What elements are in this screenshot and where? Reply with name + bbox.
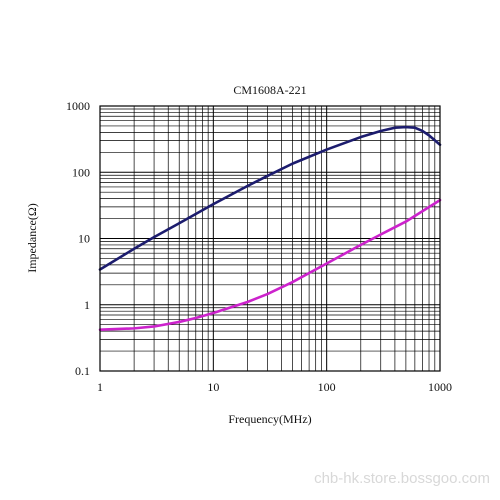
x-tick-label: 1000 [428,380,452,394]
x-tick-label: 1 [97,380,103,394]
x-tick-label: 100 [318,380,336,394]
series-lines [98,125,442,332]
y-axis-label: Impedance(Ω) [25,203,39,273]
x-tick-labels: 1 10 100 1000 [97,380,452,394]
grid-lines [100,106,440,371]
y-tick-label: 100 [72,165,90,179]
y-tick-label: 1 [84,298,90,312]
x-axis-label: Frequency(MHz) [228,412,311,426]
watermark: chb-hk.store.bossgoo.com [314,470,490,487]
y-tick-label: 10 [78,232,90,246]
y-tick-labels: 0.1 1 10 100 1000 [66,99,90,378]
series-line-1 [98,125,442,271]
y-tick-label: 1000 [66,99,90,113]
chart-title: CM1608A-221 [233,83,306,97]
x-tick-label: 10 [207,380,219,394]
plot-frame [99,105,441,372]
y-tick-label: 0.1 [75,364,90,378]
series-line-2 [98,198,442,332]
